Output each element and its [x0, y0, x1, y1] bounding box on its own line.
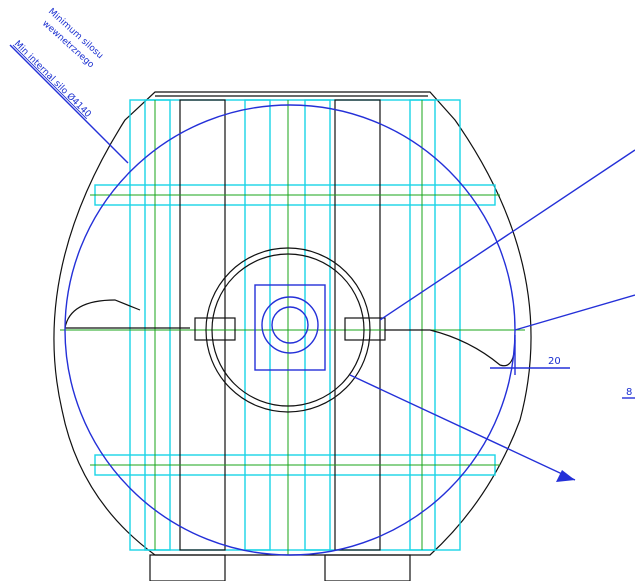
- rotor: [64, 247, 516, 413]
- dimension: 8: [626, 387, 632, 398]
- leaders: [9, 44, 635, 482]
- frame: [60, 99, 525, 555]
- dimension: 20: [548, 356, 561, 367]
- outline: [53, 91, 532, 581]
